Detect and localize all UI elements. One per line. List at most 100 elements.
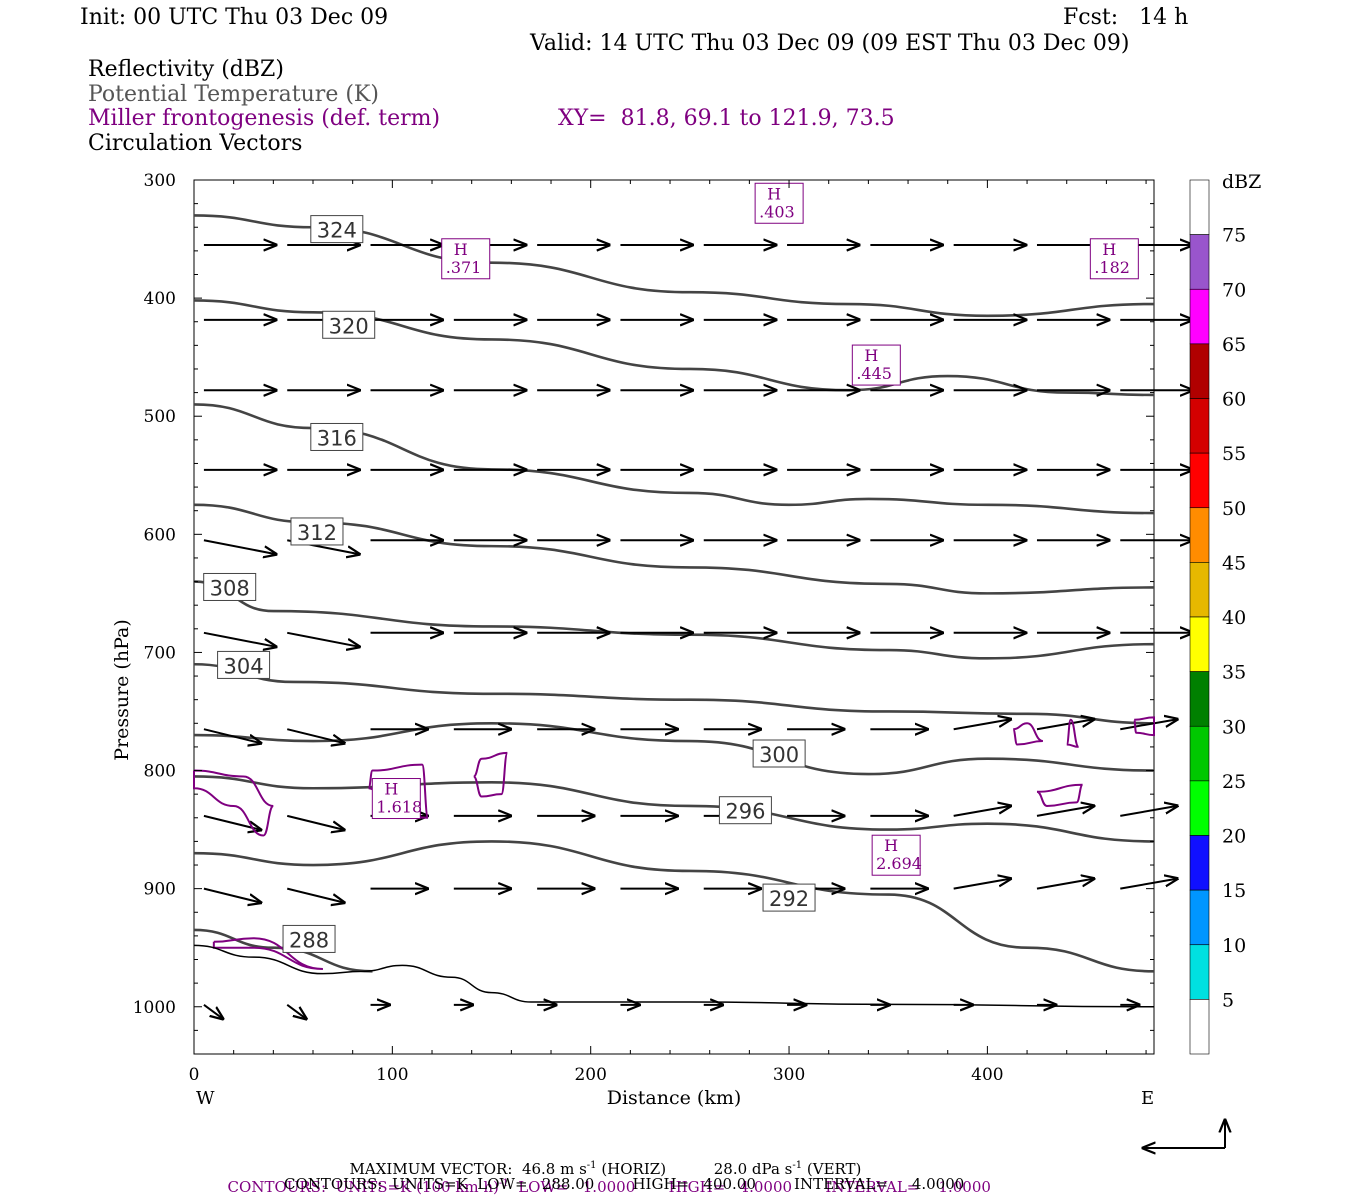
theta-label-296: 296 xyxy=(725,800,765,824)
frontogenesis-contour xyxy=(473,751,509,798)
colorbar-tick-label: 45 xyxy=(1222,552,1246,574)
x-tick-label: 200 xyxy=(574,1065,606,1085)
valid-time: Valid: 14 UTC Thu 03 Dec 09 (09 EST Thu … xyxy=(530,31,1130,56)
frontogenesis-contour xyxy=(1133,716,1155,737)
circulation-vector xyxy=(286,728,344,743)
theta-label-box xyxy=(310,422,364,451)
colorbar-tick-label: 5 xyxy=(1222,989,1234,1011)
theta-contour-296 xyxy=(193,775,1155,843)
colorbar-segment xyxy=(1189,780,1210,836)
init-time: Init: 00 UTC Thu 03 Dec 09 xyxy=(80,5,389,30)
frontogenesis-max-value: .371 xyxy=(446,258,482,277)
theta-contour-304 xyxy=(193,662,1155,725)
frontogenesis-max-h: H xyxy=(864,346,878,365)
frontogenesis-contour xyxy=(1012,722,1044,746)
frontogenesis-max-box xyxy=(1089,238,1139,280)
y-tick-label: 500 xyxy=(144,407,176,427)
colorbar-tick-label: 10 xyxy=(1222,935,1246,957)
colorbar-tick-label: 55 xyxy=(1222,443,1246,465)
circulation-vector xyxy=(286,1004,306,1019)
frontogenesis-max-h: H xyxy=(384,780,398,799)
theta-label-box xyxy=(203,572,257,601)
theta-label-box xyxy=(762,883,816,912)
cross-section-xy: XY= 81.8, 69.1 to 121.9, 73.5 xyxy=(558,106,895,131)
circulation-vector xyxy=(1120,806,1177,817)
theta-label-288: 288 xyxy=(289,928,329,952)
colorbar-tick-label: 25 xyxy=(1222,771,1246,793)
forecast-hour: Fcst: 14 h xyxy=(1063,5,1189,30)
colorbar-tick-label: 60 xyxy=(1222,389,1246,411)
y-tick-label: 1000 xyxy=(133,998,176,1018)
y-tick-label: 900 xyxy=(144,880,176,900)
x-tick-label: 400 xyxy=(971,1065,1003,1085)
circulation-vector xyxy=(1036,879,1094,890)
theta-label-308: 308 xyxy=(210,576,250,600)
circulation-vector xyxy=(203,1004,223,1019)
footer-contours-theta: CONTOURS: UNITS=K LOW= 288.00 HIGH= 400.… xyxy=(284,1175,965,1193)
colorbar-tick-label: 20 xyxy=(1222,826,1246,848)
circulation-vector xyxy=(286,887,344,903)
circulation-vector xyxy=(953,806,1011,817)
colorbar-segment xyxy=(1189,889,1210,946)
colorbar-tick-label: 65 xyxy=(1222,334,1246,356)
frontogenesis-max-box xyxy=(754,182,804,224)
x-axis-label: Distance (km) xyxy=(607,1087,742,1109)
colorbar-segment xyxy=(1189,944,1210,1000)
theta-contour-300 xyxy=(193,721,1155,776)
circulation-vector xyxy=(1036,719,1094,731)
theta-label-324: 324 xyxy=(317,219,357,243)
y-axis-label: Pressure (hPa) xyxy=(111,619,133,761)
colorbar-segment xyxy=(1189,507,1210,563)
colorbar-tick-label: 15 xyxy=(1222,880,1246,902)
colorbar-tick-label: 35 xyxy=(1222,662,1246,684)
frontogenesis-max-value: 2.694 xyxy=(876,854,922,873)
theta-label-box xyxy=(322,310,376,339)
frontogenesis-max-h: H xyxy=(454,240,468,259)
x-axis-west-label: W xyxy=(196,1088,215,1109)
colorbar-segment xyxy=(1189,398,1210,454)
footer-max-vector: MAXIMUM VECTOR: 46.8 m s-1 (HORIZ) 28.0 … xyxy=(349,1160,862,1178)
colorbar-tick-label: 30 xyxy=(1222,716,1246,738)
circulation-vector xyxy=(1036,806,1094,817)
frontogenesis-max-box xyxy=(851,344,901,386)
frontogenesis-max-h: H xyxy=(767,184,781,203)
y-tick-label: 800 xyxy=(144,762,176,782)
y-tick-label: 400 xyxy=(144,289,176,309)
field-frontogenesis: Miller frontogenesis (def. term) xyxy=(88,106,441,131)
theta-label-316: 316 xyxy=(317,426,357,450)
y-tick-label: 600 xyxy=(144,525,176,545)
colorbar-tick-label: 70 xyxy=(1222,279,1246,301)
colorbar-segment xyxy=(1189,179,1210,235)
frontogenesis-max-value: .182 xyxy=(1094,258,1130,277)
frontogenesis-max-h: H xyxy=(1102,240,1116,259)
theta-label-box xyxy=(290,517,344,546)
theta-label-300: 300 xyxy=(759,743,799,767)
circulation-vector xyxy=(953,719,1011,731)
circulation-vector xyxy=(203,887,261,903)
circulation-vector xyxy=(286,814,344,830)
colorbar-segment xyxy=(1189,616,1210,672)
field-circulation-vectors: Circulation Vectors xyxy=(88,131,303,156)
frontogenesis-max-box xyxy=(371,778,421,820)
circulation-vector xyxy=(203,728,261,743)
frontogenesis-max-h: H xyxy=(884,836,898,855)
colorbar-unit: dBZ xyxy=(1222,171,1261,193)
terrain-line xyxy=(193,944,1155,1008)
colorbar-segment xyxy=(1189,234,1210,290)
theta-label-292: 292 xyxy=(769,887,809,911)
reference-vector-icon xyxy=(1143,1120,1225,1148)
x-axis-east-label: E xyxy=(1141,1088,1154,1109)
frontogenesis-contour xyxy=(1036,783,1084,807)
colorbar-segment xyxy=(1189,999,1210,1055)
theta-label-box xyxy=(217,650,271,679)
circulation-vector xyxy=(1120,879,1177,890)
circulation-vector xyxy=(953,879,1011,890)
theta-label-box xyxy=(310,215,364,244)
frontogenesis-max-box xyxy=(441,238,491,280)
y-tick-label: 700 xyxy=(144,643,176,663)
frontogenesis-contour xyxy=(1065,718,1080,748)
theta-label-box xyxy=(282,924,336,953)
colorbar-tick-label: 50 xyxy=(1222,498,1246,520)
x-tick-label: 100 xyxy=(376,1065,408,1085)
